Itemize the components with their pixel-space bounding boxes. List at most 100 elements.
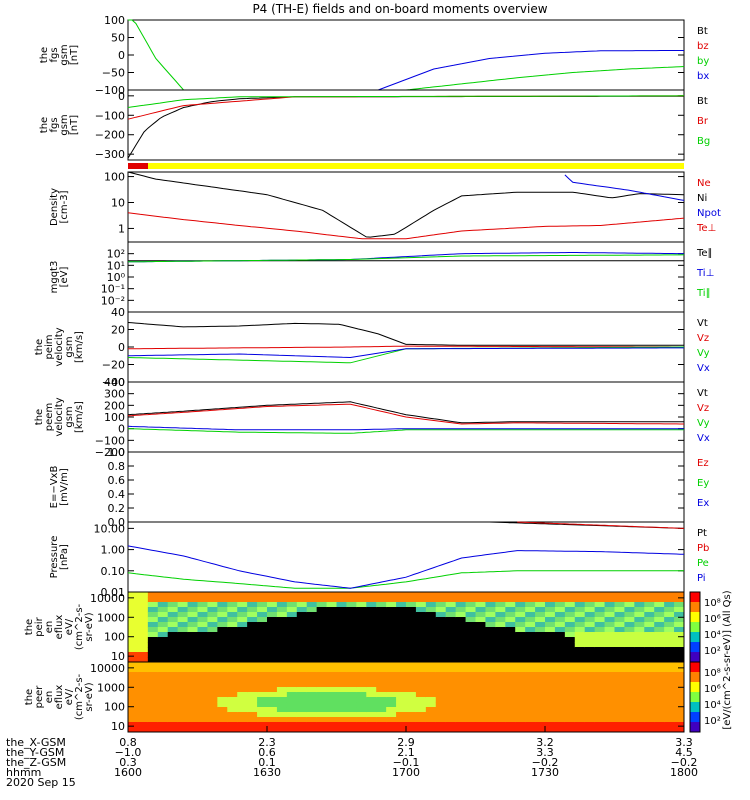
heatmap-cell bbox=[634, 632, 645, 638]
colorbar-tick-label: 10⁶ bbox=[704, 614, 721, 625]
heatmap-cell bbox=[624, 667, 635, 673]
heatmap-cell bbox=[614, 632, 625, 638]
heatmap-cell bbox=[455, 722, 467, 728]
y-axis-label: the bbox=[24, 619, 35, 635]
heatmap-cell bbox=[485, 637, 496, 643]
heatmap-cell bbox=[157, 637, 169, 643]
x-tick-label: 0.3 bbox=[119, 756, 137, 769]
heatmap-cell bbox=[465, 722, 476, 728]
heatmap-cell bbox=[286, 722, 298, 728]
heatmap-cell bbox=[505, 652, 516, 658]
heatmap-cell bbox=[505, 637, 516, 643]
heatmap-cell bbox=[485, 712, 496, 718]
colorbar-cell bbox=[690, 592, 700, 603]
heatmap-cell bbox=[237, 627, 248, 633]
heatmap-cell bbox=[137, 727, 149, 733]
heatmap-cell bbox=[574, 687, 586, 693]
heatmap-cell bbox=[455, 682, 467, 688]
heatmap-cell bbox=[554, 702, 566, 708]
heatmap-cell bbox=[415, 727, 427, 733]
heatmap-cell bbox=[326, 677, 337, 683]
y-axis-label: [nT] bbox=[69, 115, 80, 135]
heatmap-cell bbox=[664, 627, 675, 633]
heatmap-cell bbox=[545, 672, 556, 678]
heatmap-cell bbox=[495, 622, 506, 628]
heatmap-cell bbox=[564, 647, 576, 653]
heatmap-cell bbox=[306, 722, 318, 728]
heatmap-cell bbox=[604, 712, 615, 718]
heatmap-cell bbox=[574, 697, 586, 703]
heatmap-cell bbox=[197, 692, 208, 698]
heatmap-cell bbox=[674, 597, 685, 603]
heatmap-cell bbox=[257, 657, 268, 663]
heatmap-cell bbox=[435, 707, 447, 713]
heatmap-cell bbox=[554, 692, 566, 698]
heatmap-cell bbox=[137, 642, 149, 648]
heatmap-cell bbox=[356, 627, 367, 633]
heatmap-cell bbox=[624, 632, 635, 638]
heatmap-cell bbox=[247, 672, 258, 678]
heatmap-cell bbox=[624, 672, 635, 678]
heatmap-cell bbox=[396, 717, 407, 723]
heatmap-cell bbox=[316, 647, 328, 653]
heatmap-cell bbox=[326, 692, 337, 698]
y-axis-label: [mV/m] bbox=[59, 468, 70, 506]
legend-peim-0: Vt bbox=[697, 318, 708, 329]
y-axis-label: [nT] bbox=[69, 45, 80, 65]
heatmap-cell bbox=[475, 672, 486, 678]
heatmap-cell bbox=[525, 622, 536, 628]
heatmap-cell bbox=[495, 727, 506, 733]
heatmap-cell bbox=[574, 627, 586, 633]
heatmap-cell bbox=[336, 652, 347, 658]
heatmap-cell bbox=[584, 722, 596, 728]
heatmap-cell bbox=[654, 592, 665, 598]
heatmap-cell bbox=[296, 727, 308, 733]
heatmap-cell bbox=[326, 607, 337, 613]
heatmap-cell bbox=[505, 702, 516, 708]
heatmap-cell bbox=[267, 627, 278, 633]
legend-fgs-2: by bbox=[697, 56, 709, 67]
heatmap-cell bbox=[445, 662, 457, 668]
colorbar-cell bbox=[690, 622, 700, 633]
heatmap-cell bbox=[128, 727, 139, 733]
heatmap-cell bbox=[296, 662, 308, 668]
y-axis-label: Density bbox=[49, 188, 60, 226]
heatmap-cell bbox=[346, 697, 357, 703]
heatmap-cell bbox=[296, 707, 308, 713]
heatmap-cell bbox=[346, 677, 357, 683]
heatmap-cell bbox=[396, 607, 407, 613]
heatmap-cell bbox=[316, 672, 328, 678]
heatmap-cell bbox=[356, 637, 367, 643]
heatmap-cell bbox=[604, 632, 615, 638]
heatmap-cell bbox=[286, 607, 298, 613]
heatmap-cell bbox=[316, 667, 328, 673]
heatmap-cell bbox=[167, 607, 179, 613]
heatmap-cell bbox=[674, 607, 685, 613]
heatmap-cell bbox=[406, 642, 417, 648]
heatmap-cell bbox=[356, 667, 367, 673]
heatmap-cell bbox=[177, 597, 189, 603]
heatmap-cell bbox=[425, 662, 437, 668]
heatmap-cell bbox=[137, 712, 149, 718]
heatmap-cell bbox=[366, 717, 377, 723]
heatmap-cell bbox=[217, 702, 228, 708]
heatmap-cell bbox=[455, 647, 467, 653]
x-tick-label: 1600 bbox=[114, 766, 142, 779]
heatmap-cell bbox=[306, 702, 318, 708]
heatmap-cell bbox=[435, 612, 447, 618]
heatmap-cell bbox=[415, 592, 427, 598]
heatmap-cell bbox=[217, 712, 228, 718]
x-tick-label: 2.9 bbox=[397, 736, 415, 749]
heatmap-cell bbox=[237, 637, 248, 643]
heatmap-cell bbox=[267, 602, 278, 608]
heatmap-cell bbox=[306, 622, 318, 628]
heatmap-cell bbox=[406, 712, 417, 718]
heatmap-cell bbox=[386, 667, 397, 673]
heatmap-cell bbox=[545, 657, 556, 663]
heatmap-cell bbox=[515, 727, 526, 733]
heatmap-cell bbox=[525, 627, 536, 633]
heatmap-cell bbox=[664, 722, 675, 728]
heatmap-cell bbox=[584, 672, 596, 678]
heatmap-cell bbox=[406, 647, 417, 653]
heatmap-cell bbox=[406, 697, 417, 703]
